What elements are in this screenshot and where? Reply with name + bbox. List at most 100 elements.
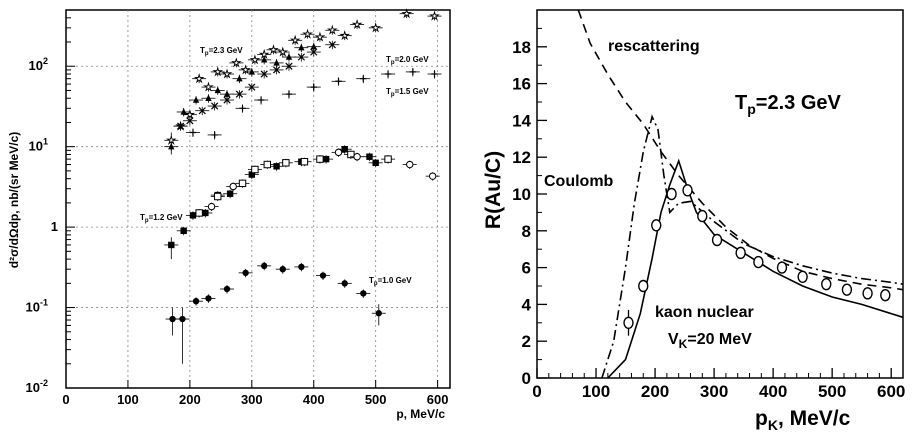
marker-open-circle <box>406 160 414 169</box>
left-x-tick-label: 400 <box>303 392 325 407</box>
right-x-tick-label: 0 <box>532 382 541 401</box>
marker-open-cross <box>211 131 218 139</box>
marker-filled-circle <box>260 262 268 270</box>
right-y-tick-label: 14 <box>512 111 531 130</box>
left-data-marks <box>164 8 442 364</box>
right-x-tick-label: 200 <box>641 382 669 401</box>
data-point <box>651 219 662 232</box>
right-x-tick-label: 400 <box>759 382 787 401</box>
marker-cross <box>211 102 219 110</box>
left-series-3 <box>185 67 442 140</box>
marker-filled-triangle <box>260 56 268 63</box>
marker-filled-square <box>372 159 379 167</box>
marker-filled-circle <box>205 295 212 302</box>
marker-open-circle <box>623 316 634 329</box>
right-y-tick-label: 10 <box>512 185 531 204</box>
marker-filled-square <box>248 171 256 178</box>
left-series-4 <box>164 145 383 260</box>
marker-open-circle <box>697 209 708 223</box>
label-vk: VK=20 MeV <box>668 331 752 351</box>
data-point <box>666 187 677 201</box>
marker-filled-triangle <box>180 108 187 115</box>
marker-open-circle <box>862 287 873 300</box>
marker-open-star <box>302 28 313 39</box>
marker-open-circle <box>207 202 216 211</box>
left-chart: 0 100 200 300 400 500 600 10-2 10-1 1 101 102 p, Me… <box>7 8 451 421</box>
marker-open-star <box>370 22 381 33</box>
annotation-tp-2-3: Tp=2.3 GeV <box>200 46 243 57</box>
marker-open-cross <box>285 90 293 98</box>
left-y-tick-label: 10-2 <box>26 378 48 395</box>
marker-filled-circle <box>298 263 305 271</box>
annotation-tp-1-0: Tp=1.0 GeV <box>369 276 412 287</box>
data-point <box>735 246 746 260</box>
left-series-1 <box>164 42 321 152</box>
data-point <box>797 270 808 283</box>
marker-filled-circle <box>179 315 186 323</box>
data-point <box>638 279 649 293</box>
left-ticks: 0 100 200 300 400 500 600 10-2 10-1 1 101 102 <box>26 9 448 407</box>
marker-open-cross <box>360 75 367 82</box>
annotation-tp-1-5: Tp=1.5 GeV <box>386 87 429 98</box>
marker-cross <box>310 48 318 56</box>
marker-filled-triangle <box>223 90 231 97</box>
marker-open-circle <box>682 184 693 197</box>
marker-filled-circle <box>223 285 231 293</box>
marker-open-star <box>289 34 301 45</box>
marker-cross <box>248 83 256 91</box>
right-x-tick-label: 300 <box>700 382 728 401</box>
marker-open-star <box>212 66 224 77</box>
left-x-tick-label: 100 <box>117 392 139 407</box>
marker-cross <box>297 53 305 61</box>
marker-open-cross <box>310 83 317 91</box>
marker-cross <box>285 62 293 70</box>
marker-open-star <box>165 134 177 145</box>
marker-filled-triangle <box>285 53 293 60</box>
marker-open-square <box>384 155 392 163</box>
marker-cross <box>186 117 194 125</box>
marker-open-star <box>268 44 279 55</box>
marker-open-circle <box>666 187 677 201</box>
data-point <box>682 184 693 197</box>
right-plot-frame <box>536 9 904 379</box>
marker-filled-triangle <box>192 96 200 103</box>
marker-open-star <box>327 24 338 35</box>
marker-filled-square <box>226 190 234 197</box>
marker-open-star <box>314 31 326 42</box>
left-series-0 <box>164 8 442 155</box>
left-series-7 <box>165 261 386 364</box>
marker-open-cross <box>189 129 197 136</box>
marker-cross <box>198 107 206 115</box>
marker-open-cross <box>335 78 342 85</box>
label-coulomb: Coulomb <box>544 173 614 190</box>
marker-open-square <box>238 179 247 188</box>
curve-kaon-nuclear <box>607 158 904 379</box>
marker-open-cross <box>384 70 392 78</box>
marker-cross <box>328 41 336 49</box>
marker-open-star <box>249 54 261 65</box>
data-point <box>753 255 764 269</box>
marker-filled-triangle <box>298 43 305 51</box>
marker-open-circle <box>776 261 788 274</box>
right-curves <box>577 9 904 379</box>
marker-open-star <box>203 81 214 92</box>
data-point <box>697 209 708 223</box>
left-y-tick-label: 1 <box>51 219 58 234</box>
marker-cross <box>260 70 268 78</box>
right-y-tick-label: 0 <box>522 369 531 388</box>
marker-filled-triangle <box>310 42 317 50</box>
annotation-tp-1-2: Tp=1.2 GeV <box>140 213 183 224</box>
marker-cross <box>235 90 244 98</box>
right-x-tick-label: 600 <box>877 382 905 401</box>
marker-open-star <box>277 46 289 57</box>
marker-open-cross <box>409 68 417 76</box>
marker-open-star <box>429 10 440 21</box>
marker-open-circle <box>638 279 649 293</box>
marker-filled-triangle <box>248 68 256 75</box>
left-y-tick-label: 102 <box>29 56 48 73</box>
marker-filled-triangle <box>214 86 221 94</box>
left-x-tick-label: 500 <box>365 392 387 407</box>
marker-open-star <box>221 68 233 79</box>
marker-filled-circle <box>375 310 382 317</box>
left-y-tick-label: 101 <box>29 137 48 154</box>
